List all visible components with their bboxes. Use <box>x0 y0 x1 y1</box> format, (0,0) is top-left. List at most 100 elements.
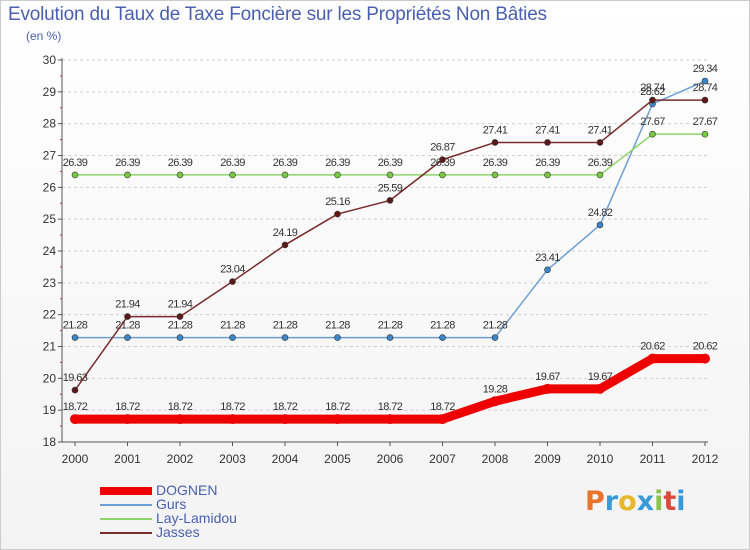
data-point-lay-lamidou-2002 <box>176 171 184 179</box>
y-tick-label-28: 28 <box>43 117 57 131</box>
data-label-gurs-2005: 21.28 <box>325 320 350 332</box>
data-label-dognen-2008: 19.28 <box>483 383 508 395</box>
data-label-jasses-2006: 25.59 <box>378 182 403 194</box>
data-point-jasses-2006 <box>386 197 394 204</box>
data-label-jasses-2010: 27.41 <box>588 124 613 136</box>
data-label-dognen-2001: 18.72 <box>115 401 140 413</box>
data-label-dognen-2007: 18.72 <box>430 401 455 413</box>
logo-letter: i <box>654 486 664 517</box>
data-point-jasses-2002 <box>176 313 184 320</box>
logo-letter: t <box>663 486 677 517</box>
y-tick-label-25: 25 <box>43 212 57 226</box>
data-label-lay-lamidou-2001: 26.39 <box>115 157 140 169</box>
data-point-dognen-2012 <box>700 353 710 364</box>
data-label-dognen-2006: 18.72 <box>378 401 403 413</box>
data-point-gurs-2001 <box>124 334 131 341</box>
data-point-jasses-2009 <box>544 139 551 146</box>
data-point-jasses-2012 <box>701 96 709 104</box>
x-tick-label-2004: 2004 <box>272 452 299 466</box>
data-label-lay-lamidou-2010: 26.39 <box>588 157 613 169</box>
y-tick-label-24: 24 <box>43 244 57 258</box>
data-point-lay-lamidou-2000 <box>71 171 79 179</box>
data-label-gurs-2003: 21.28 <box>220 320 245 332</box>
data-label-jasses-2007: 26.87 <box>430 142 455 154</box>
data-point-lay-lamidou-2004 <box>281 171 289 179</box>
data-label-jasses-2003: 23.04 <box>220 264 245 276</box>
data-label-dognen-2010: 19.67 <box>588 371 613 383</box>
data-point-lay-lamidou-2012 <box>701 130 709 138</box>
data-label-gurs-2004: 21.28 <box>273 320 298 332</box>
legend-swatch-dognen <box>100 487 152 495</box>
data-label-gurs-2007: 21.28 <box>430 320 455 332</box>
legend-label-dognen: DOGNEN <box>156 482 218 498</box>
data-point-gurs-2006 <box>386 334 394 341</box>
data-label-dognen-2005: 18.72 <box>325 401 350 413</box>
data-point-dognen-2008 <box>490 396 500 407</box>
y-tick-label-29: 29 <box>43 85 57 99</box>
data-point-dognen-2001 <box>122 414 133 425</box>
y-tick-label-27: 27 <box>43 149 57 163</box>
data-label-jasses-2008: 27.41 <box>483 124 508 136</box>
data-point-dognen-2002 <box>175 414 185 425</box>
data-label-jasses-2002: 21.94 <box>168 299 193 311</box>
logo-letter: x <box>636 486 655 517</box>
data-label-lay-lamidou-2011: 27.67 <box>640 116 665 128</box>
data-label-lay-lamidou-2009: 26.39 <box>535 157 560 169</box>
data-label-gurs-2000: 21.28 <box>63 320 88 332</box>
legend-swatch-jasses <box>100 532 152 534</box>
data-label-lay-lamidou-2003: 26.39 <box>220 157 245 169</box>
y-tick-label-30: 30 <box>43 53 57 67</box>
legend-swatch-gurs <box>100 504 152 506</box>
data-label-jasses-2009: 27.41 <box>535 124 560 136</box>
data-point-gurs-2008 <box>491 334 499 341</box>
data-label-gurs-2010: 24.82 <box>588 207 613 219</box>
x-tick-label-2007: 2007 <box>429 452 456 466</box>
chart-title: Evolution du Taux de Taxe Foncière sur l… <box>8 4 547 25</box>
data-label-dognen-2000: 18.72 <box>63 401 88 413</box>
data-point-jasses-2001 <box>124 313 131 320</box>
data-label-jasses-2001: 21.94 <box>115 299 140 311</box>
data-label-lay-lamidou-2002: 26.39 <box>168 157 193 169</box>
x-tick-label-2011: 2011 <box>640 452 666 466</box>
proxiti-logo: Proxiti <box>585 486 686 517</box>
data-point-jasses-2011 <box>649 96 656 104</box>
data-label-jasses-2005: 25.16 <box>325 196 350 208</box>
data-point-lay-lamidou-2011 <box>649 130 656 138</box>
data-point-gurs-2007 <box>439 334 446 341</box>
data-label-jasses-2000: 19.63 <box>63 372 88 384</box>
data-point-gurs-2009 <box>544 266 551 274</box>
data-label-dognen-2011: 20.62 <box>640 341 665 353</box>
x-tick-label-2002: 2002 <box>167 452 194 466</box>
data-label-dognen-2009: 19.67 <box>535 371 560 383</box>
data-point-lay-lamidou-2010 <box>596 171 604 179</box>
x-tick-label-2001: 2001 <box>114 452 141 466</box>
data-point-lay-lamidou-2006 <box>386 171 394 179</box>
data-point-dognen-2003 <box>227 414 238 425</box>
data-point-gurs-2000 <box>71 334 79 341</box>
data-label-dognen-2003: 18.72 <box>220 401 245 413</box>
data-point-jasses-2010 <box>596 139 604 146</box>
legend-swatch-lay-lamidou <box>100 518 152 520</box>
y-tick-label-20: 20 <box>43 371 57 385</box>
data-point-dognen-2010 <box>595 383 605 394</box>
data-point-jasses-2000 <box>71 386 79 394</box>
x-tick-label-2008: 2008 <box>482 452 509 466</box>
legend-label-lay-lamidou: Lay-Lamidou <box>156 510 237 526</box>
y-tick-label-23: 23 <box>43 276 57 290</box>
x-tick-label-2012: 2012 <box>692 452 719 466</box>
data-label-jasses-2004: 24.19 <box>273 227 298 239</box>
data-label-lay-lamidou-2007: 26.39 <box>430 157 455 169</box>
y-tick-label-26: 26 <box>43 180 57 194</box>
data-label-gurs-2006: 21.28 <box>378 320 403 332</box>
data-label-gurs-2002: 21.28 <box>168 320 193 332</box>
data-label-lay-lamidou-2005: 26.39 <box>325 157 350 169</box>
data-point-dognen-2005 <box>332 414 343 425</box>
data-point-lay-lamidou-2008 <box>491 171 499 179</box>
data-point-gurs-2002 <box>176 334 184 341</box>
x-tick-label-2010: 2010 <box>587 452 614 466</box>
data-label-gurs-2008: 21.28 <box>483 320 508 332</box>
data-point-dognen-2007 <box>437 414 448 425</box>
data-label-lay-lamidou-2008: 26.39 <box>483 157 508 169</box>
logo-letter: r <box>604 486 619 517</box>
data-point-jasses-2005 <box>334 210 341 218</box>
